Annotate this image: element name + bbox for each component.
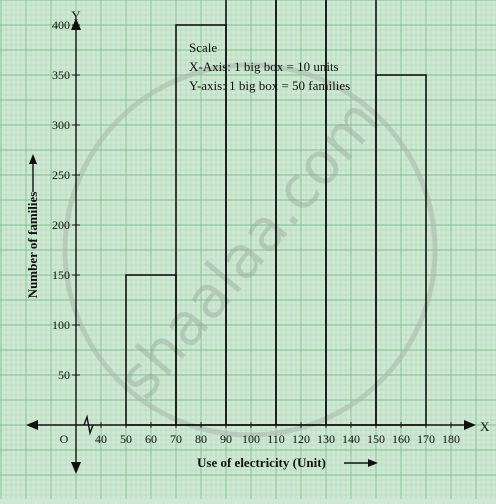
bars [125,0,427,426]
y-axis-arrow-up [71,18,81,30]
x-tick-label: 120 [292,432,310,446]
y-tick-label: 200 [52,218,70,232]
x-tick-label: 100 [242,432,260,446]
x-tick-label: 110 [267,432,285,446]
scale-x-line: X-Axis: 1 big box = 10 units [189,59,339,74]
x-tick-label: 40 [95,432,107,446]
x-axis-arrow-right [464,420,476,430]
x-tick-label: 50 [120,432,132,446]
histogram-bar [375,74,427,426]
x-tick-label: 80 [195,432,207,446]
y-axis-arrow-down [71,462,81,474]
x-tick-label: 150 [367,432,385,446]
labels: 5010015020025030035040045050055060065070… [25,8,490,470]
x-tick-label: 90 [220,432,232,446]
y-tick-label: 400 [52,18,70,32]
x-tick-label: 70 [170,432,182,446]
x-title-arrow-head [368,459,378,467]
x-tick-label: 160 [392,432,410,446]
x-tick-label: 170 [417,432,435,446]
x-tick-label: 130 [317,432,335,446]
x-tick-label: 180 [442,432,460,446]
scale-note: Scale X-Axis: 1 big box = 10 units Y-axi… [189,40,350,93]
y-title-arrow-head [29,154,37,164]
axis-break-mark [83,414,94,436]
y-tick-label: 150 [52,268,70,282]
origin-label: O [60,432,69,446]
scale-title: Scale [189,40,217,55]
x-axis-letter: X [480,419,490,434]
x-axis-title: Use of electricity (Unit) [197,455,326,470]
y-tick-label: 100 [52,318,70,332]
x-tick-label: 60 [145,432,157,446]
scale-y-line: Y-axis: 1 big box = 50 families [189,78,350,93]
y-tick-label: 250 [52,168,70,182]
y-axis-title: Number of families [25,192,40,299]
y-tick-label: 350 [52,68,70,82]
y-tick-label: 300 [52,118,70,132]
x-tick-label: 140 [342,432,360,446]
y-axis-letter: Y [71,8,81,23]
y-tick-label: 50 [58,368,70,382]
x-axis-arrow-left [26,420,38,430]
watermark-circle [62,62,438,438]
